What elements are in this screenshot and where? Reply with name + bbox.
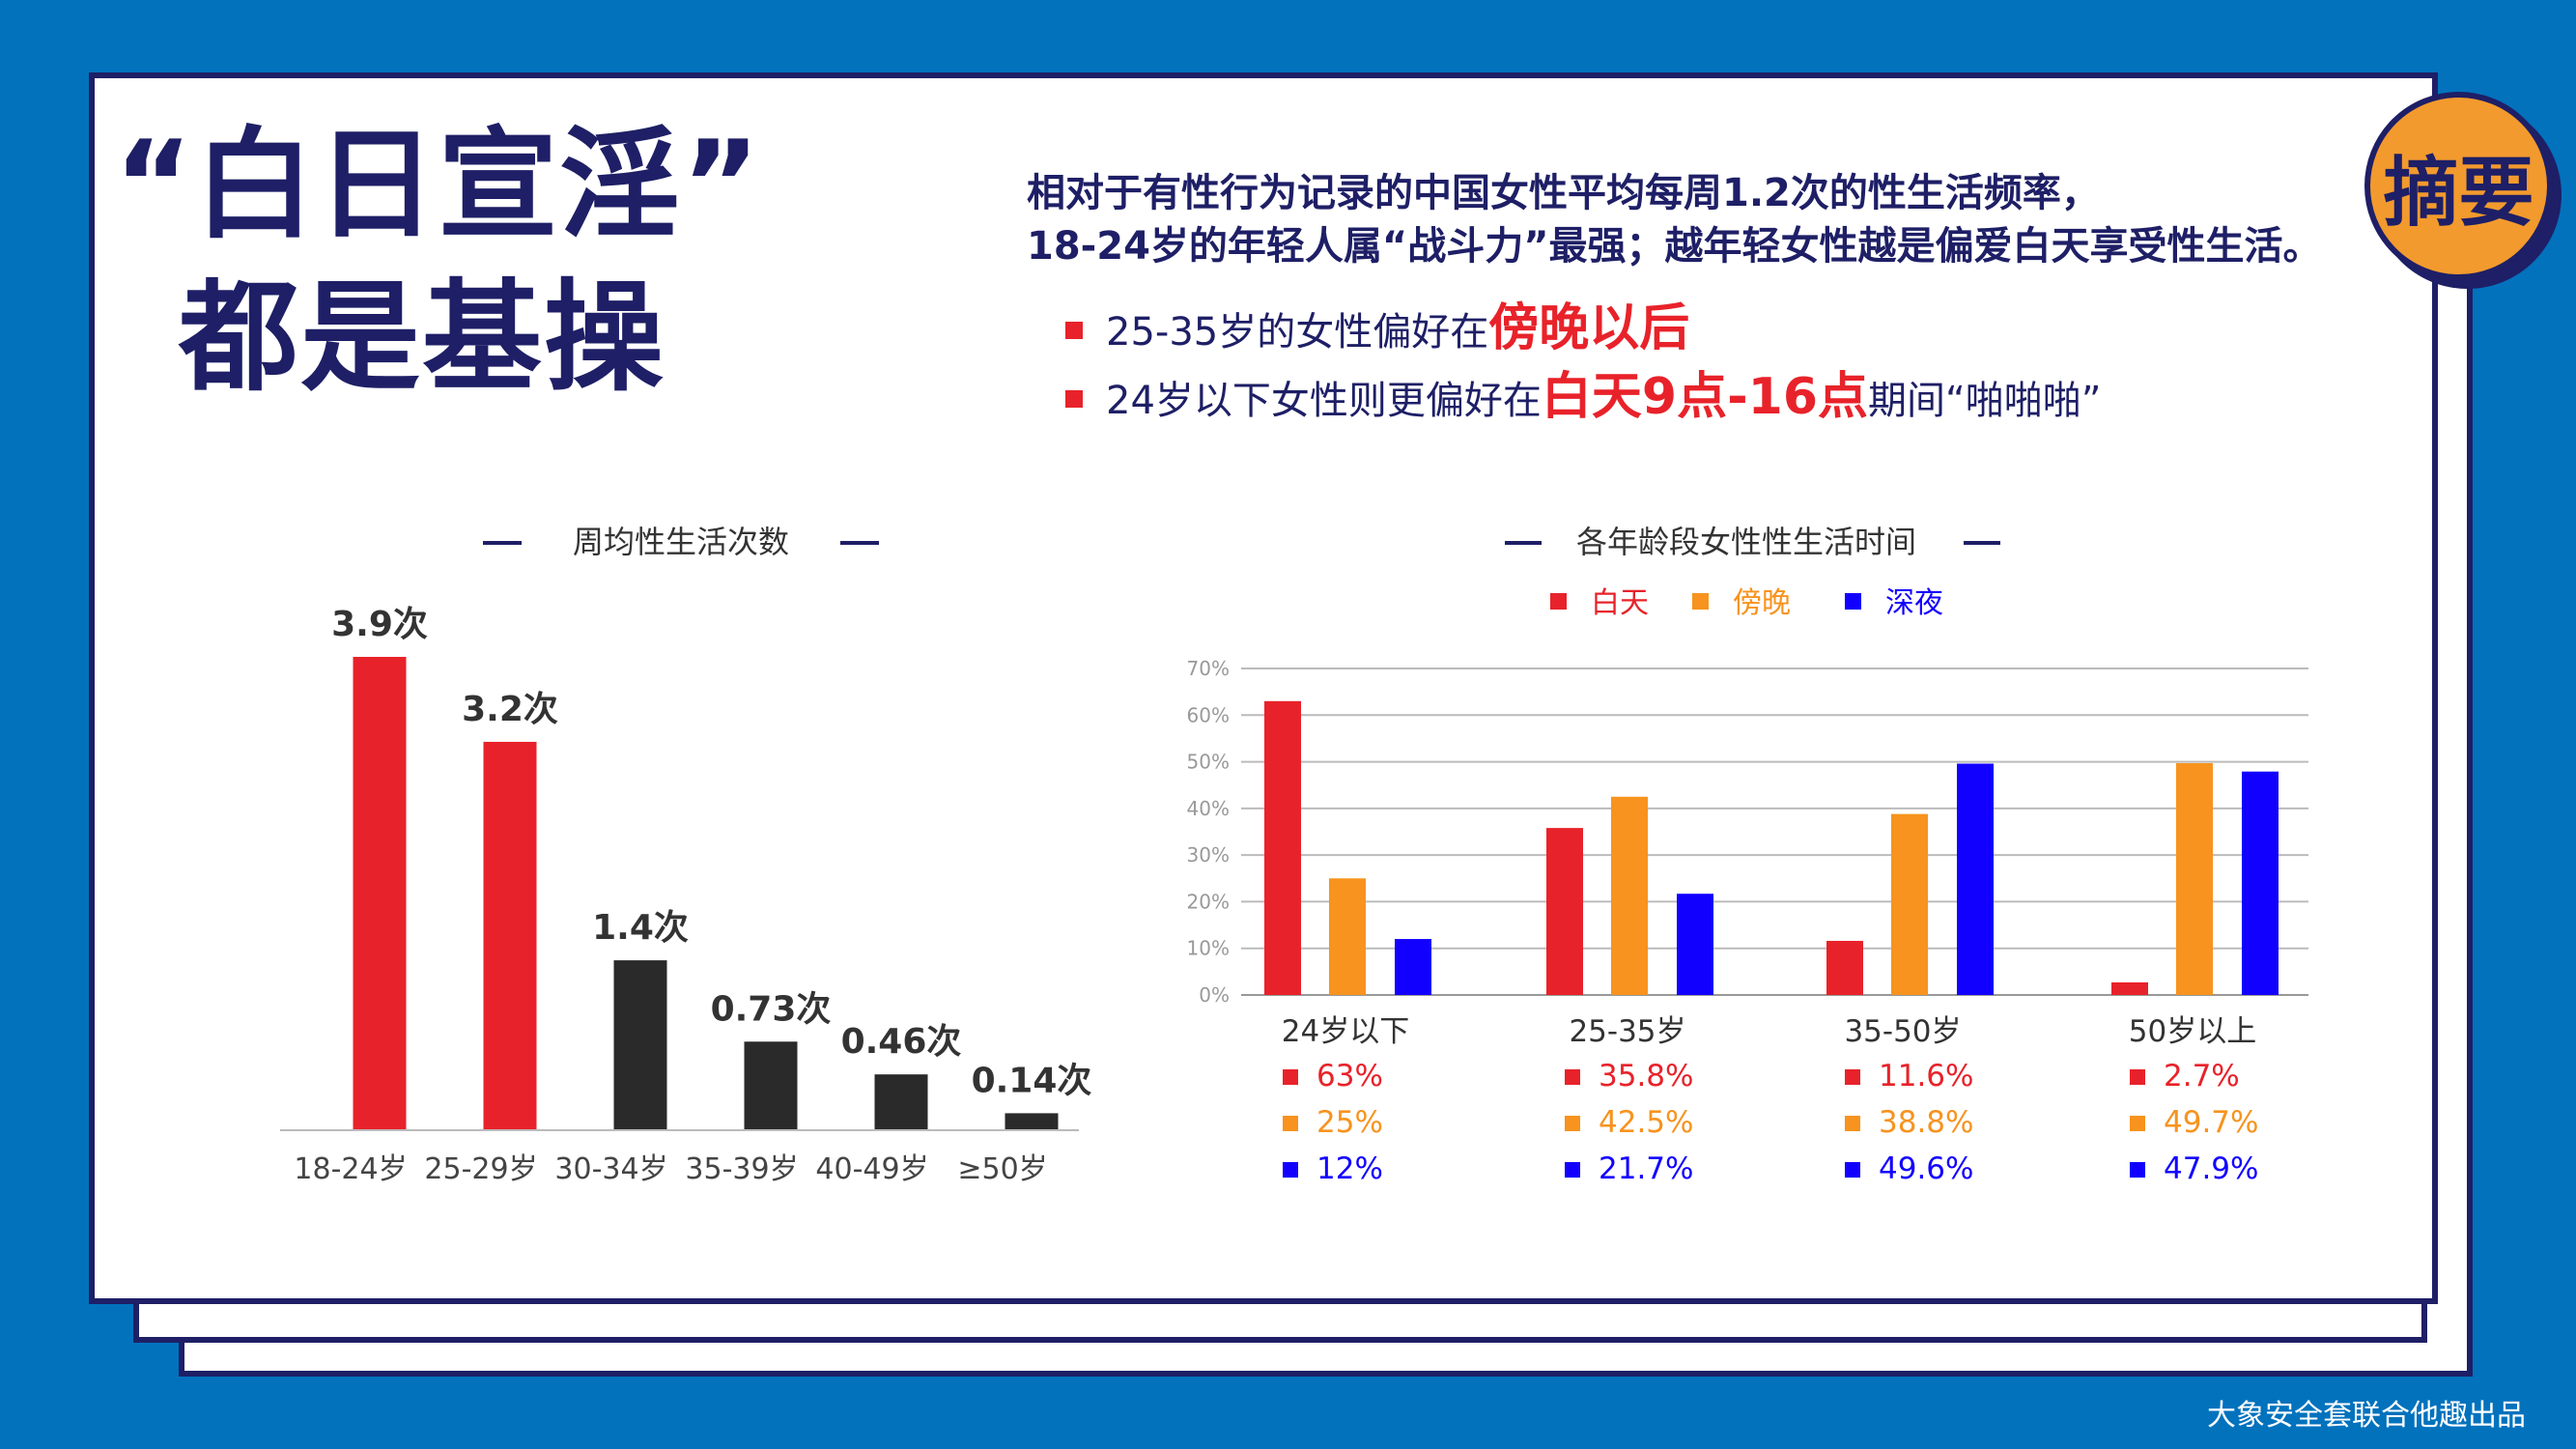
value-swatch — [1565, 1069, 1580, 1085]
bar — [1957, 763, 1994, 995]
bar — [613, 960, 667, 1130]
bullet-square-icon — [1065, 390, 1083, 408]
value-label: 35.8% — [1599, 1059, 1693, 1094]
category-label: 25-35岁 — [1569, 1014, 1685, 1049]
chart-title: 周均性生活次数 — [573, 524, 789, 560]
value-swatch — [1283, 1162, 1298, 1178]
x-tick-label: 18-24岁 — [294, 1152, 407, 1186]
bar — [2176, 763, 2213, 995]
bar — [1395, 939, 1431, 995]
value-label: 2.7% — [2164, 1059, 2240, 1094]
value-swatch — [2130, 1116, 2145, 1131]
y-tick-label: 40% — [1187, 797, 1230, 820]
value-label: 63% — [1316, 1059, 1383, 1094]
bullet-item-1: 25-35岁的女性偏好在 傍晚以后 — [1065, 287, 1689, 359]
page-title-line-2: 都是基操 — [179, 269, 666, 408]
y-tick-label: 20% — [1187, 890, 1230, 913]
value-label: 11.6% — [1879, 1059, 1973, 1094]
value-label: 47.9% — [2164, 1151, 2258, 1186]
summary-badge: 摘要 — [2364, 92, 2553, 280]
bar — [874, 1074, 928, 1130]
data-label: 0.46次 — [841, 1022, 962, 1062]
x-tick-label: 35-39岁 — [685, 1152, 798, 1186]
bullet-text: 25-35岁的女性偏好在 — [1106, 310, 1489, 355]
value-label: 12% — [1316, 1151, 1383, 1186]
bar — [2242, 771, 2279, 995]
y-tick-label: 30% — [1187, 843, 1230, 867]
bar — [1264, 700, 1301, 995]
value-swatch — [2130, 1162, 2145, 1178]
bullet-square-icon — [1065, 322, 1083, 339]
bar — [1005, 1113, 1059, 1130]
legend-swatch — [1550, 593, 1567, 610]
y-tick-label: 0% — [1199, 983, 1230, 1007]
chart-title: 各年龄段女性性生活时间 — [1576, 524, 1916, 560]
data-label: 0.14次 — [972, 1061, 1092, 1100]
legend-swatch — [1845, 593, 1861, 610]
main-panel — [89, 72, 2438, 1304]
value-label: 25% — [1316, 1105, 1383, 1140]
y-tick-label: 10% — [1187, 937, 1230, 960]
legend-swatch — [1692, 593, 1709, 610]
legend-label: 白天 — [1591, 586, 1649, 620]
category-label: 24岁以下 — [1282, 1014, 1409, 1049]
bullet-item-2: 24岁以下女性则更偏好在 白天9点-16点 期间“啪啪啪” — [1065, 355, 2102, 428]
x-tick-label: 30-34岁 — [554, 1152, 667, 1186]
value-swatch — [1565, 1116, 1580, 1131]
y-tick-label: 60% — [1187, 703, 1230, 726]
value-swatch — [1283, 1069, 1298, 1085]
category-label: 50岁以上 — [2129, 1014, 2256, 1049]
bar — [1891, 813, 1928, 995]
bar — [2111, 981, 2148, 995]
value-swatch — [2130, 1069, 2145, 1085]
data-label: 1.4次 — [592, 908, 689, 948]
legend-label: 傍晚 — [1733, 586, 1791, 620]
value-label: 49.6% — [1879, 1151, 1973, 1186]
value-label: 49.7% — [2164, 1105, 2258, 1140]
bar — [1826, 940, 1863, 995]
data-label: 3.9次 — [331, 605, 428, 644]
bar — [353, 657, 407, 1130]
value-label: 38.8% — [1879, 1105, 1973, 1140]
value-swatch — [1845, 1116, 1860, 1131]
intro-line-2: 18-24岁的年轻人属“战斗力”最强；越年轻女性越是偏爱白天享受性生活。 — [1027, 224, 2322, 269]
data-label: 0.73次 — [711, 989, 832, 1029]
category-label: 35-50岁 — [1844, 1014, 1961, 1049]
bullet-highlight: 傍晚以后 — [1488, 299, 1690, 357]
x-tick-label: ≥50岁 — [957, 1152, 1047, 1186]
bar — [483, 741, 537, 1130]
bar — [1546, 828, 1583, 995]
legend-label: 深夜 — [1885, 586, 1943, 620]
value-label: 21.7% — [1599, 1151, 1693, 1186]
intro-line-1: 相对于有性行为记录的中国女性平均每周1.2次的性生活频率， — [1027, 171, 2100, 215]
y-tick-label: 50% — [1187, 751, 1230, 774]
value-swatch — [1283, 1116, 1298, 1131]
bullet-text: 24岁以下女性则更偏好在 — [1106, 379, 1542, 423]
y-tick-label: 70% — [1187, 657, 1230, 680]
x-tick-label: 25-29岁 — [424, 1152, 537, 1186]
bar — [1677, 894, 1713, 995]
value-swatch — [1845, 1069, 1860, 1085]
data-label: 3.2次 — [462, 690, 558, 729]
bar — [744, 1041, 798, 1130]
value-swatch — [1845, 1162, 1860, 1178]
footer-credit: 大象安全套联合他趣出品 — [2207, 1399, 2526, 1433]
bar — [1611, 796, 1648, 995]
value-swatch — [1565, 1162, 1580, 1178]
bullet-highlight: 白天9点-16点 — [1541, 368, 1869, 426]
bar — [1329, 878, 1366, 995]
bullet-text-tail: 期间“啪啪啪” — [1868, 379, 2102, 423]
x-tick-label: 40-49岁 — [815, 1152, 928, 1186]
page-title-line-1: “白日宣淫” — [114, 116, 762, 255]
value-label: 42.5% — [1599, 1105, 1693, 1140]
